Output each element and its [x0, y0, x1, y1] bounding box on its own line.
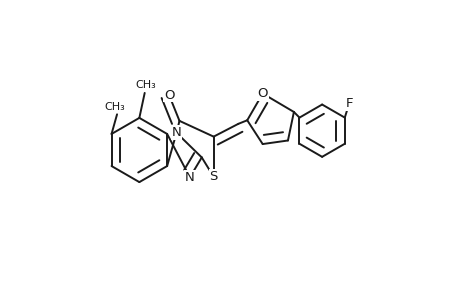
Text: N: N	[171, 126, 181, 139]
Text: S: S	[209, 170, 218, 183]
Text: CH₃: CH₃	[104, 102, 125, 112]
Text: O: O	[163, 88, 174, 101]
Text: CH₃: CH₃	[135, 80, 156, 90]
Text: F: F	[345, 97, 352, 110]
Text: N: N	[185, 171, 194, 184]
Text: O: O	[257, 87, 267, 100]
